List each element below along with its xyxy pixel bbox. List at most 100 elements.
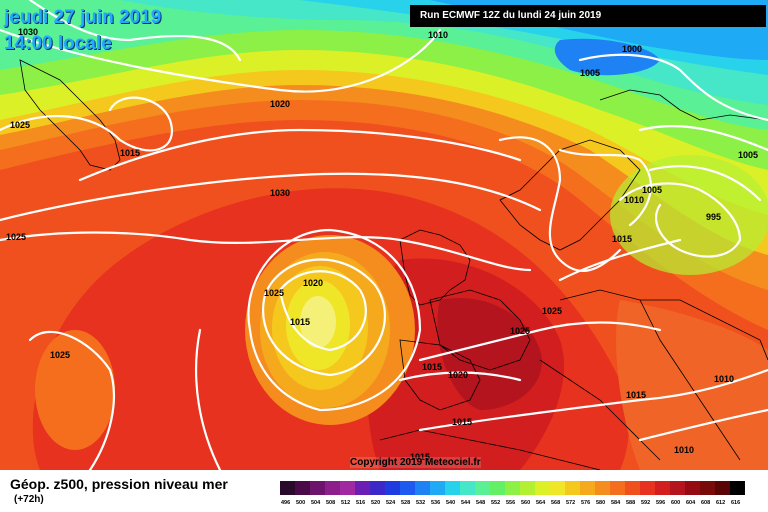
- legend-swatch: [550, 481, 565, 495]
- legend-tick-label: 596: [656, 500, 665, 506]
- copyright-text: Copyright 2019 Meteociel.fr: [350, 457, 481, 468]
- legend-tick-label: 604: [686, 500, 696, 506]
- legend-tick-label: 560: [521, 500, 530, 506]
- legend-swatch: [625, 481, 640, 495]
- isobar-label-1015-iberia: 1015: [422, 362, 442, 372]
- legend-tick-label: 572: [566, 500, 575, 506]
- legend-tick-label: 496: [281, 500, 290, 506]
- field-band-blue: [554, 38, 660, 76]
- legend-swatch: [415, 481, 430, 495]
- isobar-label-1010-scandinavia: 1010: [624, 195, 644, 205]
- legend-swatch: [445, 481, 460, 495]
- isobar-label-1025-far-west: 1025: [6, 232, 26, 242]
- legend-tick-label: 536: [431, 500, 440, 506]
- legend-tick-label: 616: [731, 500, 740, 506]
- legend-tick-label: 540: [446, 500, 455, 506]
- weather-map: 1030 1010 1000 1005 1020 1025 1015 1005 …: [0, 0, 768, 470]
- isobar-label-1005-scandinavia: 1005: [642, 185, 662, 195]
- isobar-label-1015-baltic: 1015: [612, 234, 632, 244]
- legend-swatch: [340, 481, 355, 495]
- legend-tick-label: 564: [536, 500, 546, 506]
- legend-tick-label: 552: [491, 500, 500, 506]
- legend-swatch: [685, 481, 700, 495]
- legend-swatch: [700, 481, 715, 495]
- legend-swatch: [475, 481, 490, 495]
- field-southwest-blob: [35, 330, 115, 450]
- isobar-label-1025-france: 1025: [510, 326, 530, 336]
- legend-swatch: [730, 481, 745, 495]
- legend-swatch: [280, 481, 295, 495]
- legend-swatch: [715, 481, 730, 495]
- isobar-label-1015-azores: 1015: [290, 317, 310, 327]
- legend-tick-label: 532: [416, 500, 425, 506]
- color-legend: 496 500 504 508 512 516 520 524 528 532 536 540 544 5…: [280, 481, 745, 506]
- legend-tick-label: 592: [641, 500, 650, 506]
- legend-swatch: [595, 481, 610, 495]
- legend-swatch: [610, 481, 625, 495]
- legend-swatch: [460, 481, 475, 495]
- field-southeast: [616, 300, 768, 470]
- legend-swatch: [565, 481, 580, 495]
- legend-tick-label: 588: [626, 500, 635, 506]
- legend-swatch: [580, 481, 595, 495]
- legend-tick-label: 508: [326, 500, 335, 506]
- legend-tick-label: 608: [701, 500, 710, 506]
- isobar-label-1010-balkans: 1010: [714, 374, 734, 384]
- field-azores-core: [300, 296, 336, 348]
- isobar-label-1025-azores: 1025: [264, 288, 284, 298]
- isobar-label-1015-italy: 1015: [626, 390, 646, 400]
- legend-swatch: [325, 481, 340, 495]
- legend-swatch: [670, 481, 685, 495]
- isobar-label-1015-greenland: 1015: [120, 148, 140, 158]
- legend-tick-label: 512: [341, 500, 350, 506]
- legend-tick-label: 504: [311, 500, 321, 506]
- legend-swatch: [640, 481, 655, 495]
- isobar-label-1010-mediterranean: 1010: [674, 445, 694, 455]
- legend-swatch: [655, 481, 670, 495]
- forecast-date: jeudi 27 juin 2019: [4, 7, 162, 28]
- legend-tick-label: 548: [476, 500, 485, 506]
- legend-tick-label: 516: [356, 500, 365, 506]
- model-run-info: Run ECMWF 12Z du lundi 24 juin 2019: [410, 5, 766, 27]
- isobar-label-1015-northafrica: 1015: [452, 417, 472, 427]
- isobar-label-995: 995: [706, 212, 721, 222]
- map-variable-title: Géop. z500, pression niveau mer: [10, 476, 228, 492]
- legend-swatch: [520, 481, 535, 495]
- isobar-labels: 1030 1010 1000 1005 1020 1025 1015 1005 …: [6, 27, 758, 462]
- legend-tick-label: 520: [371, 500, 380, 506]
- isobars: [0, 0, 768, 470]
- isobar-label-1000: 1000: [622, 44, 642, 54]
- legend-swatch: [385, 481, 400, 495]
- legend-tick-label: 576: [581, 500, 590, 506]
- field-scandinavia: [610, 155, 768, 275]
- isobar-label-1025-central-europe: 1025: [542, 306, 562, 316]
- legend-tick-label: 600: [671, 500, 680, 506]
- legend-swatch: [505, 481, 520, 495]
- isobar-label-1005-north: 1005: [580, 68, 600, 78]
- legend-tick-label: 612: [716, 500, 725, 506]
- legend-tick-label: 568: [551, 500, 560, 506]
- isobar-label-1030-nw: 1030: [18, 27, 38, 37]
- legend-tick-label: 528: [401, 500, 410, 506]
- legend-tick-label: 500: [296, 500, 305, 506]
- legend-swatch: [430, 481, 445, 495]
- isobar-label-1025-west: 1025: [10, 120, 30, 130]
- legend-tick-label: 524: [386, 500, 396, 506]
- legend-swatch: [535, 481, 550, 495]
- isobar-label-1020-north: 1020: [270, 99, 290, 109]
- legend-tick-label: 544: [461, 500, 471, 506]
- forecast-range: (+72h): [14, 494, 44, 505]
- legend-swatch: [355, 481, 370, 495]
- isobar-label-1025-southwest: 1025: [50, 350, 70, 360]
- legend-swatch: [370, 481, 385, 495]
- isobar-label-1030-center: 1030: [270, 188, 290, 198]
- legend-tick-label: 556: [506, 500, 515, 506]
- forecast-time: 14:00 locale: [4, 33, 112, 54]
- isobar-label-1010-top: 1010: [428, 30, 448, 40]
- isobar-label-1020-azores: 1020: [303, 278, 323, 288]
- isobar-label-1005-east: 1005: [738, 150, 758, 160]
- legend-tick-label: 584: [611, 500, 621, 506]
- legend-swatch: [400, 481, 415, 495]
- legend-swatch: [490, 481, 505, 495]
- legend-tick-label: 580: [596, 500, 605, 506]
